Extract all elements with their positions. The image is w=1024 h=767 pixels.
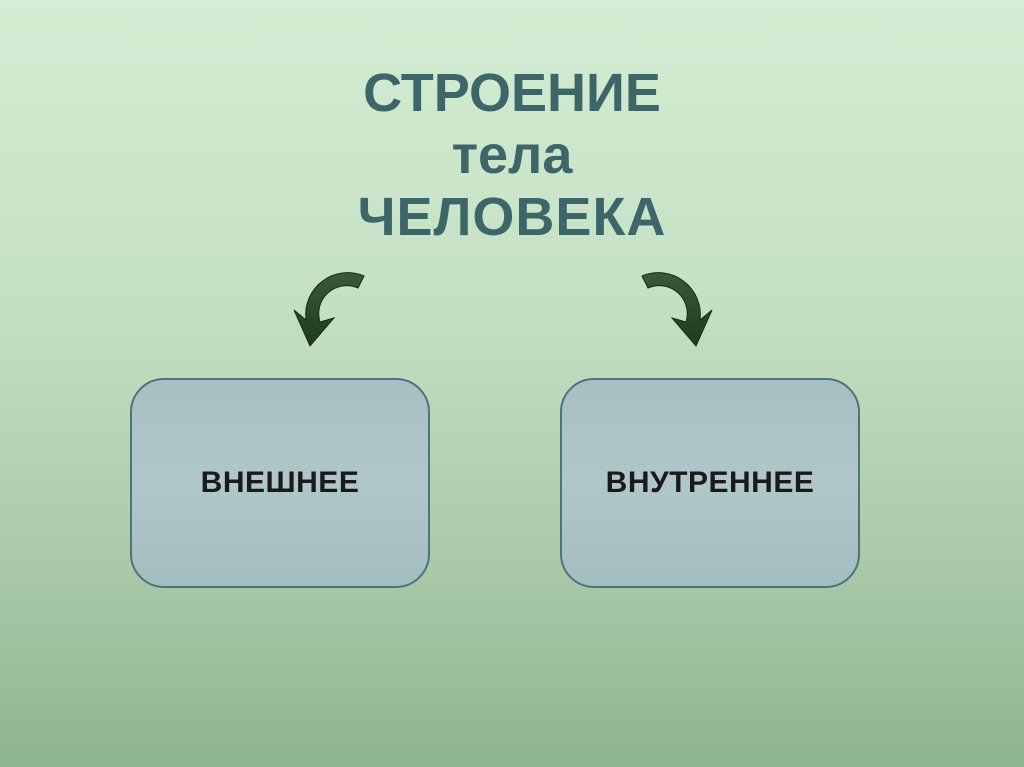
boxes-row: ВНЕШНЕЕ ВНУТРЕННЕЕ (0, 378, 1024, 618)
box-external-label: ВНЕШНЕЕ (201, 466, 360, 500)
title-line-2: тела (0, 124, 1024, 186)
curved-arrow-left-icon (276, 258, 386, 358)
title-line-1: СТРОЕНИЕ (0, 62, 1024, 124)
arrows-row (0, 258, 1024, 368)
box-internal: ВНУТРЕННЕЕ (560, 378, 860, 588)
slide-title: СТРОЕНИЕ тела ЧЕЛОВЕКА (0, 62, 1024, 248)
title-line-3: ЧЕЛОВЕКА (0, 186, 1024, 248)
box-internal-label: ВНУТРЕННЕЕ (606, 466, 815, 500)
box-external: ВНЕШНЕЕ (130, 378, 430, 588)
curved-arrow-right-icon (620, 258, 730, 358)
